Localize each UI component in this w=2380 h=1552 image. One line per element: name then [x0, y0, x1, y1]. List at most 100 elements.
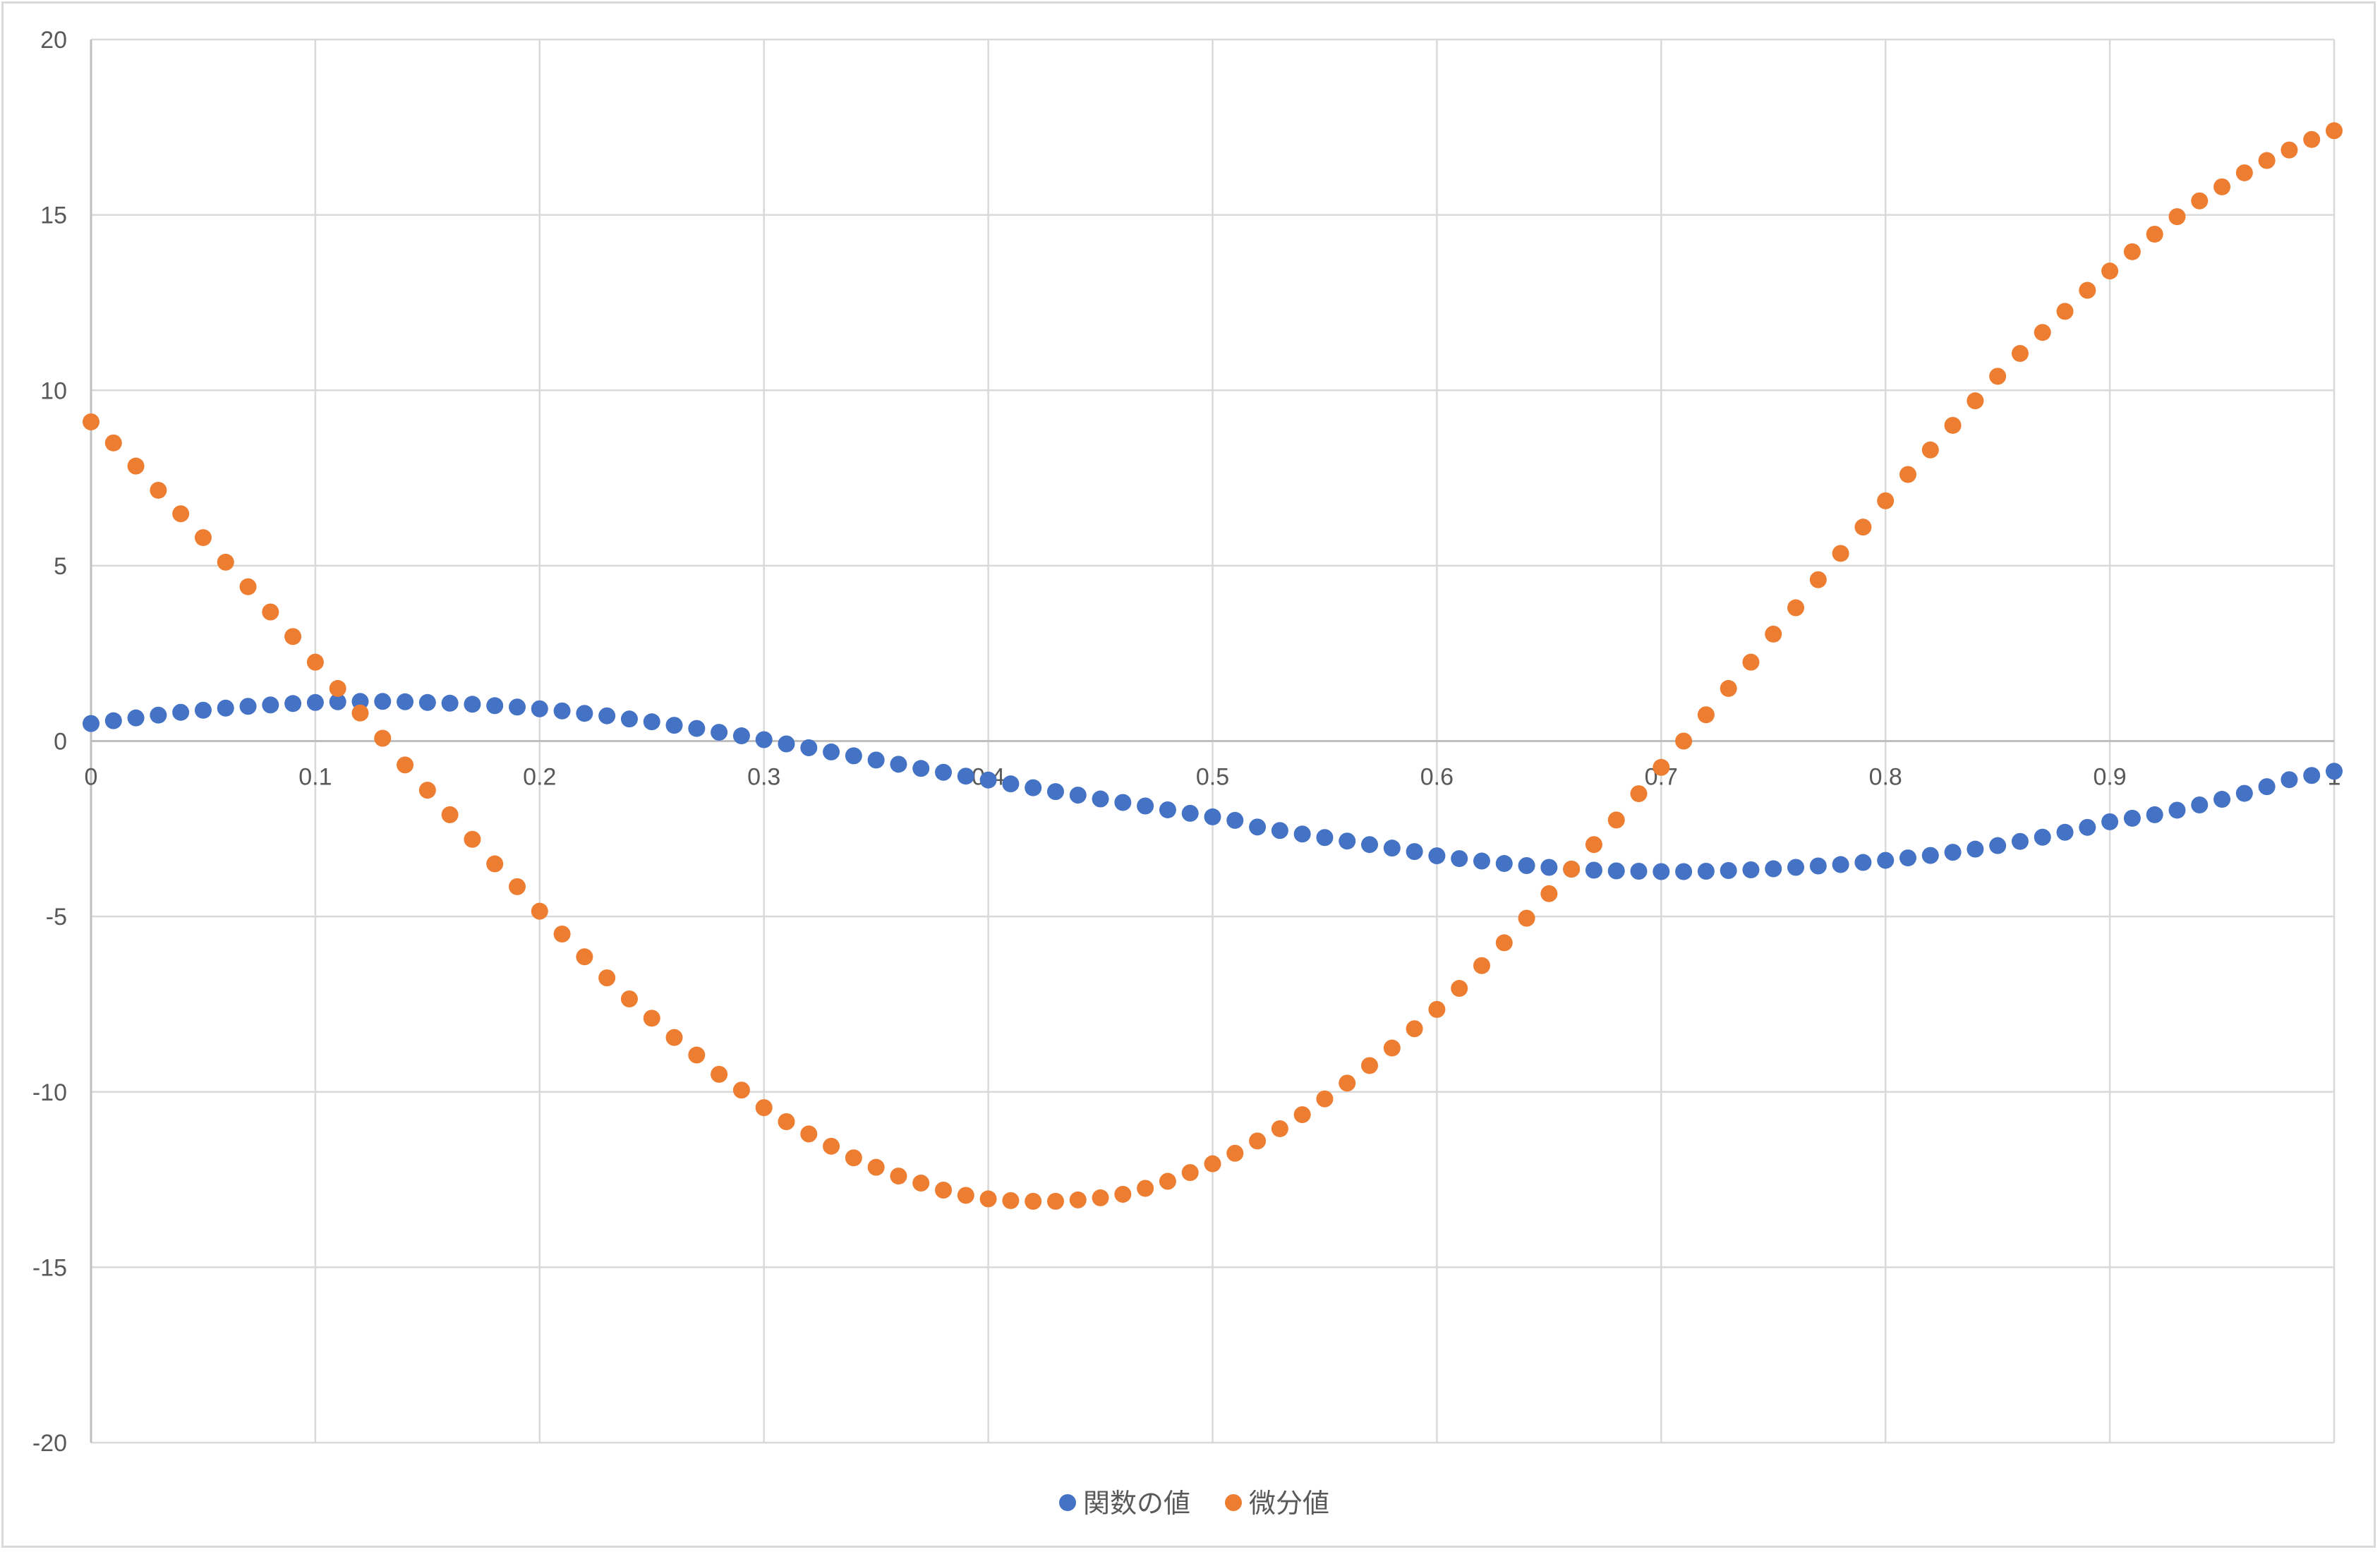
data-point	[1877, 492, 1895, 509]
data-point	[598, 707, 616, 725]
x-tick-label: 0.5	[1196, 764, 1229, 791]
data-point	[127, 457, 145, 475]
data-point	[2326, 122, 2343, 140]
data-point	[306, 693, 324, 711]
data-point	[935, 1181, 953, 1199]
data-point	[2034, 324, 2051, 341]
data-point	[800, 1125, 818, 1143]
legend-item[interactable]: 微分値	[1225, 1488, 1329, 1519]
legend[interactable]: 関数の値 微分値	[1059, 1488, 1329, 1519]
data-point	[1742, 653, 1760, 671]
data-point	[1204, 1155, 1221, 1172]
data-point	[104, 434, 122, 451]
data-point	[912, 760, 930, 777]
data-point	[576, 948, 593, 966]
data-point	[531, 902, 548, 920]
data-point	[867, 1158, 885, 1176]
data-point	[397, 756, 414, 774]
scatter-chart: 20151050-5-10-15-2000.10.20.30.40.50.60.…	[32, 27, 2343, 1519]
data-point	[1518, 857, 1535, 875]
data-point	[2056, 303, 2074, 320]
tick-labels: 20151050-5-10-15-2000.10.20.30.40.50.60.…	[32, 27, 2341, 1457]
data-point	[1249, 818, 1267, 836]
data-point	[1383, 839, 1401, 857]
data-point	[306, 653, 324, 671]
data-point	[329, 693, 346, 710]
data-point	[1944, 416, 1962, 434]
data-point	[1293, 1106, 1311, 1124]
data-point	[150, 706, 167, 724]
x-tick-label: 0.8	[1869, 764, 1902, 791]
data-point	[912, 1175, 930, 1192]
data-point	[732, 1081, 750, 1099]
legend-label: 関数の値	[1083, 1488, 1190, 1519]
data-point	[486, 855, 504, 873]
data-point	[194, 701, 212, 719]
data-point	[1226, 811, 1244, 829]
data-point	[2079, 818, 2096, 836]
data-point	[957, 1187, 974, 1204]
data-point	[194, 529, 212, 547]
data-point	[800, 739, 818, 756]
data-point	[1181, 1164, 1199, 1182]
data-point	[1899, 849, 1916, 867]
data-point	[2326, 763, 2343, 780]
data-point	[1697, 706, 1715, 724]
data-point	[2011, 345, 2029, 363]
data-point	[867, 751, 885, 769]
data-point	[1226, 1144, 1244, 1162]
data-point	[1406, 843, 1423, 861]
data-point	[1473, 852, 1490, 870]
data-point	[509, 878, 526, 895]
data-point	[1653, 758, 1670, 776]
data-point	[1271, 1120, 1288, 1137]
data-point	[351, 693, 369, 710]
data-point	[127, 709, 145, 727]
data-point	[1025, 1192, 1042, 1210]
data-point	[1137, 797, 1154, 815]
data-point	[2123, 809, 2141, 827]
data-point	[823, 1137, 840, 1155]
data-point	[1114, 794, 1132, 811]
data-point	[732, 727, 750, 745]
data-point	[823, 743, 840, 760]
data-point	[217, 553, 234, 571]
legend-label: 微分値	[1249, 1488, 1329, 1519]
data-point	[688, 720, 706, 737]
data-point	[262, 603, 279, 621]
data-point	[1563, 860, 1581, 878]
legend-item[interactable]: 関数の値	[1059, 1488, 1190, 1519]
data-point	[2034, 828, 2051, 846]
data-point	[2056, 823, 2074, 841]
data-point	[2235, 784, 2253, 802]
data-point	[845, 1149, 862, 1167]
y-tick-label: 10	[40, 377, 67, 404]
data-point	[979, 771, 997, 789]
data-point	[1361, 836, 1379, 854]
data-point	[1899, 466, 1916, 483]
data-point	[1361, 1057, 1379, 1074]
data-point	[778, 1113, 795, 1131]
data-point	[2146, 806, 2163, 823]
data-point	[620, 990, 638, 1007]
data-point	[1720, 679, 1737, 697]
data-point	[1540, 859, 1558, 876]
data-point	[441, 806, 459, 823]
data-point	[1406, 1020, 1423, 1038]
data-point	[2011, 832, 2029, 850]
data-point	[1495, 934, 1513, 952]
data-point	[1495, 855, 1513, 873]
data-point	[553, 925, 571, 942]
data-point	[1809, 857, 1827, 875]
data-point	[1204, 808, 1221, 825]
data-point	[374, 729, 392, 747]
data-point	[2101, 262, 2119, 280]
data-point	[374, 693, 392, 710]
data-point	[2213, 791, 2231, 808]
data-point	[1451, 850, 1468, 868]
data-point	[441, 694, 459, 712]
data-point	[418, 693, 436, 711]
data-point	[1092, 790, 1109, 808]
data-point	[1249, 1132, 1267, 1150]
